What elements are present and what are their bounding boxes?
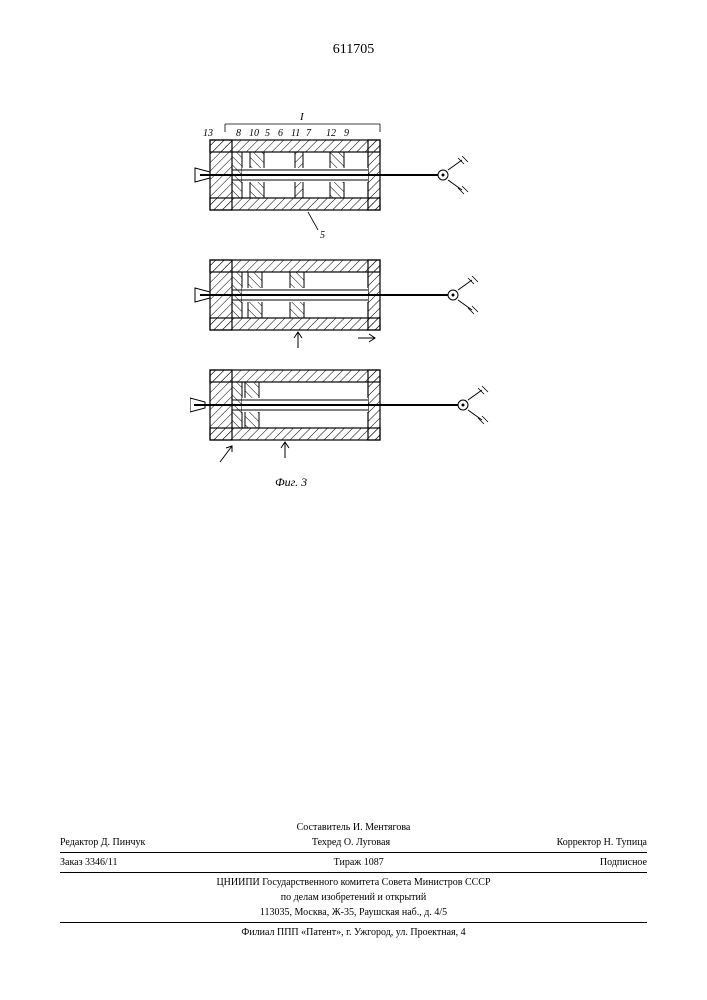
part-label-7: 7 (306, 128, 311, 139)
corrector-name: Н. Тупица (604, 837, 647, 848)
svg-text:5: 5 (320, 230, 325, 241)
cylinder-diagram: I (190, 110, 520, 470)
org-line-1: ЦНИИПИ Государственного комитета Совета … (60, 875, 647, 890)
techred-label: Техред (312, 837, 341, 848)
technical-figure: I (190, 110, 520, 470)
part-label-11: 11 (291, 128, 300, 139)
org-line-2: по делам изобретений и открытий (60, 890, 647, 905)
part-label-10: 10 (249, 128, 259, 139)
compiler-label: Составитель (297, 822, 351, 833)
compiler-name: И. Ментягова (353, 822, 411, 833)
part-label-5: 5 (265, 128, 270, 139)
editor-name: Д. Пинчук (101, 837, 146, 848)
techred-name: О. Луговая (344, 837, 390, 848)
address-2: Филиал ППП «Патент», г. Ужгород, ул. Про… (60, 925, 647, 940)
corrector-label: Корректор (557, 837, 602, 848)
colophon: Составитель И. Ментягова Редактор Д. Пин… (60, 820, 647, 940)
part-label-8: 8 (236, 128, 241, 139)
part-label-9: 9 (344, 128, 349, 139)
part-label-12: 12 (326, 128, 336, 139)
subscription: Подписное (600, 857, 647, 868)
order-label: Заказ (60, 857, 83, 868)
order-number: 3346/11 (85, 857, 117, 868)
part-label-6: 6 (278, 128, 283, 139)
figure-caption: Фиг. 3 (275, 475, 307, 490)
cylinder-state-2 (195, 260, 478, 348)
patent-number: 611705 (0, 42, 707, 58)
editor-label: Редактор (60, 837, 98, 848)
tirazh-label: Тираж (334, 857, 362, 868)
patent-page: 611705 I (0, 0, 707, 1000)
part-label-13: 13 (203, 128, 213, 139)
cylinder-state-3 (190, 370, 488, 462)
section-marker: I (299, 111, 305, 123)
cylinder-state-1: 5 (195, 140, 468, 241)
address-1: 113035, Москва, Ж-35, Раушская наб., д. … (60, 905, 647, 920)
tirazh-number: 1087 (364, 857, 384, 868)
